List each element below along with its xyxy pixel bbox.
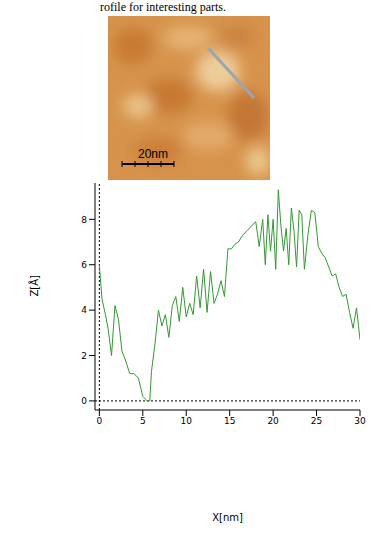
svg-text:X[nm]: X[nm] [212, 512, 243, 523]
svg-text:6: 6 [81, 260, 87, 270]
svg-text:5: 5 [140, 416, 146, 426]
svg-text:Z[Å]: Z[Å] [28, 275, 40, 297]
svg-text:30: 30 [354, 416, 366, 426]
svg-text:15: 15 [224, 416, 235, 426]
svg-text:4: 4 [81, 305, 87, 315]
html-text:rofile for interesting parts.: rofile for interesting parts. [100, 0, 226, 14]
svg-text:0: 0 [96, 416, 102, 426]
svg-text:10: 10 [181, 416, 193, 426]
svg-text:2: 2 [81, 351, 87, 361]
svg-text:0: 0 [81, 396, 87, 406]
svg-text:20: 20 [267, 416, 279, 426]
svg-text:20nm: 20nm [138, 147, 168, 161]
svg-text:25: 25 [311, 416, 322, 426]
svg-text:8: 8 [81, 215, 87, 225]
